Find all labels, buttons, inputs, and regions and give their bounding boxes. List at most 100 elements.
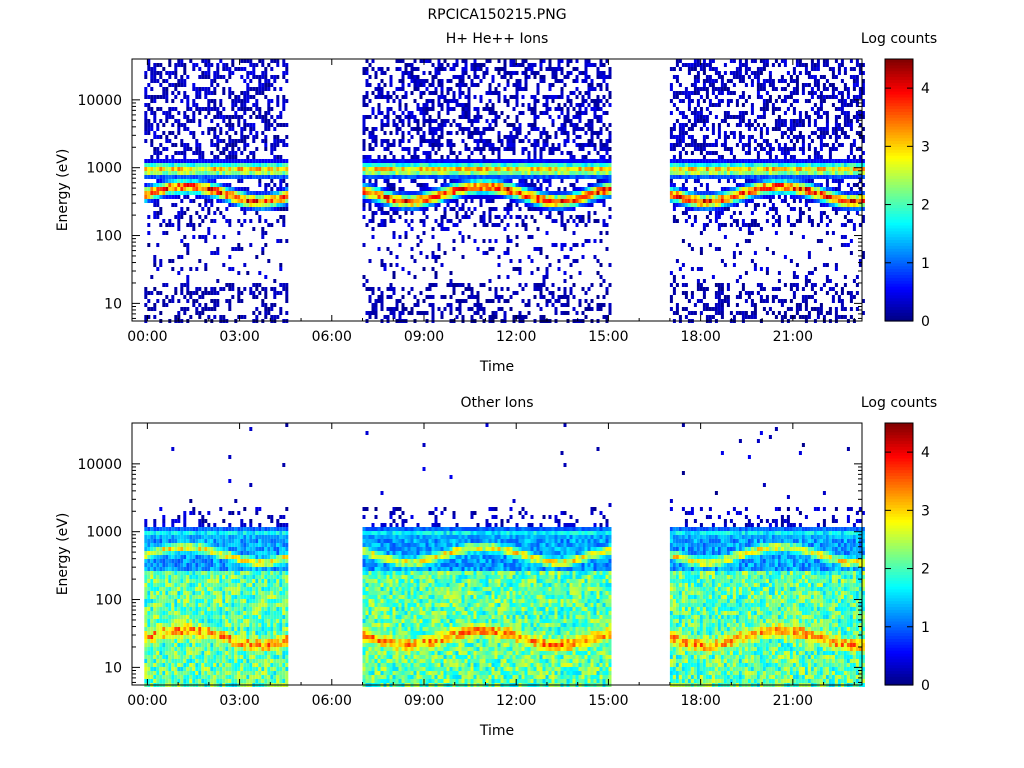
- spectrogram-cell: [240, 195, 244, 199]
- spectrogram-cell: [264, 79, 268, 83]
- spectrogram-cell: [605, 171, 609, 175]
- spectrogram-cell: [521, 315, 525, 319]
- spectrogram-cell: [162, 167, 166, 171]
- spectrogram-cell: [584, 99, 588, 103]
- spectrogram-cell: [177, 179, 181, 183]
- spectrogram-cell: [273, 303, 277, 307]
- spectrogram-cell: [210, 219, 214, 223]
- spectrogram-cell: [213, 303, 217, 307]
- spectrogram-cell: [147, 191, 151, 195]
- spectrogram-cell: [449, 199, 453, 203]
- spectrogram-cell: [180, 163, 184, 167]
- spectrogram-cell: [153, 315, 157, 319]
- spectrogram-cell: [765, 63, 769, 67]
- spectrogram-cell: [479, 307, 483, 311]
- spectrogram-cell: [491, 179, 495, 183]
- spectrogram-cell: [551, 291, 555, 295]
- spectrogram-cell: [383, 159, 387, 163]
- spectrogram-cell: [258, 59, 262, 63]
- spectrogram-cell: [726, 295, 730, 299]
- spectrogram-cell: [494, 315, 498, 319]
- spectrogram-cell: [270, 107, 274, 111]
- spectrogram-cell: [413, 171, 417, 175]
- spectrogram-cell: [428, 155, 432, 159]
- spectrogram-cell: [162, 191, 166, 195]
- spectrogram-cell: [687, 135, 691, 139]
- spectrogram-cell: [216, 183, 220, 187]
- spectrogram-cell: [458, 127, 462, 131]
- spectrogram-cell: [557, 195, 561, 199]
- spectrogram-cell: [237, 115, 241, 119]
- spectrogram-cell: [168, 299, 172, 303]
- spectrogram-cell: [383, 167, 387, 171]
- spectrogram-cell: [377, 195, 381, 199]
- spectrogram-cell: [485, 67, 489, 71]
- spectrogram-cell: [533, 247, 537, 251]
- spectrogram-cell: [261, 71, 265, 75]
- spectrogram-cell: [246, 187, 250, 191]
- spectrogram-cell: [279, 203, 283, 207]
- spectrogram-cell: [156, 215, 160, 219]
- spectrogram-cell: [723, 203, 727, 207]
- spectrogram-cell: [210, 287, 214, 291]
- spectrogram-cell: [222, 191, 226, 195]
- spectrogram-cell: [228, 91, 232, 95]
- spectrogram-cell: [696, 79, 700, 83]
- spectrogram-cell: [383, 195, 387, 199]
- spectrogram-cell: [374, 95, 378, 99]
- spectrogram-cell: [153, 147, 157, 151]
- spectrogram-cell: [482, 187, 486, 191]
- spectrogram-cell: [524, 199, 528, 203]
- spectrogram-cell: [237, 167, 241, 171]
- spectrogram-cell: [575, 163, 579, 167]
- spectrogram-cell: [443, 95, 447, 99]
- spectrogram-cell: [732, 263, 736, 267]
- spectrogram-cell: [147, 315, 151, 319]
- spectrogram-cell: [434, 91, 438, 95]
- spectrogram-cell: [443, 187, 447, 191]
- spectrogram-cell: [452, 207, 456, 211]
- spectrogram-cell: [159, 75, 163, 79]
- spectrogram-cell: [599, 231, 603, 235]
- spectrogram-cell: [168, 115, 172, 119]
- spectrogram-cell: [524, 203, 528, 207]
- spectrogram-cell: [452, 75, 456, 79]
- spectrogram-cell: [467, 103, 471, 107]
- spectrogram-cell: [765, 59, 769, 63]
- spectrogram-cell: [153, 171, 157, 175]
- spectrogram-cell: [377, 159, 381, 163]
- spectrogram-cell: [560, 123, 564, 127]
- spectrogram-cell: [150, 187, 154, 191]
- spectrogram-cell: [747, 151, 751, 155]
- spectrogram-cell: [497, 255, 501, 259]
- spectrogram-cell: [503, 227, 507, 231]
- spectrogram-cell: [476, 179, 480, 183]
- spectrogram-cell: [264, 231, 268, 235]
- spectrogram-cell: [186, 143, 190, 147]
- spectrogram-cell: [563, 167, 567, 171]
- spectrogram-cell: [672, 163, 676, 167]
- spectrogram-cell: [434, 179, 438, 183]
- spectrogram-cell: [563, 195, 567, 199]
- spectrogram-cell: [536, 283, 540, 287]
- spectrogram-cell: [467, 179, 471, 183]
- spectrogram-cell: [261, 175, 265, 179]
- spectrogram-cell: [243, 191, 247, 195]
- spectrogram-cell: [557, 95, 561, 99]
- spectrogram-cell: [575, 195, 579, 199]
- spectrogram-cell: [750, 199, 754, 203]
- spectrogram-cell: [174, 87, 178, 91]
- spectrogram-cell: [590, 139, 594, 143]
- spectrogram-cell: [678, 203, 682, 207]
- spectrogram-cell: [147, 187, 151, 191]
- spectrogram-cell: [786, 167, 790, 171]
- spectrogram-cell: [521, 223, 525, 227]
- spectrogram-cell: [228, 163, 232, 167]
- spectrogram-cell: [246, 175, 250, 179]
- spectrogram-cell: [446, 163, 450, 167]
- spectrogram-cell: [204, 215, 208, 219]
- spectrogram-cell: [362, 203, 366, 207]
- spectrogram-cell: [569, 275, 573, 279]
- spectrogram-cell: [207, 187, 211, 191]
- spectrogram-cell: [509, 203, 513, 207]
